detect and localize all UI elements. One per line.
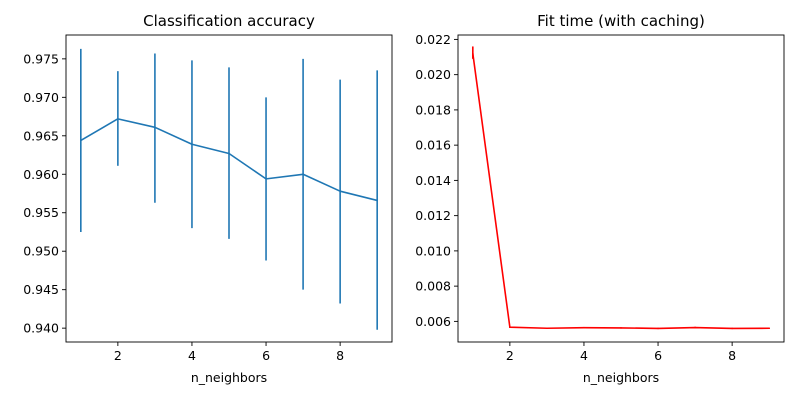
accuracy-plot-area: 2 4 6 8 0.940 0.945 0.950 0.955 0.960 0.965 0.970 0… [23, 34, 393, 363]
x-tick-label: 6 [654, 348, 662, 363]
accuracy-panel: Classification accuracy 2 4 6 8 0.940 0.945 0.… [23, 12, 393, 385]
data-point [620, 327, 622, 329]
y-tick-label: 0.975 [23, 51, 59, 66]
data-point [154, 126, 156, 129]
data-point [509, 326, 511, 328]
y-tick-label: 0.940 [23, 321, 59, 336]
data-point [768, 327, 770, 330]
fit-time-chart-title: Fit time (with caching) [537, 12, 705, 30]
data-point [583, 326, 585, 329]
y-tick-label: 0.020 [415, 67, 451, 82]
y-tick-label: 0.008 [415, 279, 451, 294]
y-tick-label: 0.970 [23, 90, 59, 105]
y-tick-label: 0.945 [23, 282, 59, 297]
data-point [376, 199, 378, 202]
y-tick-label: 0.006 [415, 314, 451, 329]
y-tick-label: 0.960 [23, 167, 59, 182]
data-point [731, 327, 733, 330]
data-point [546, 327, 548, 330]
x-tick-label: 2 [114, 348, 122, 363]
data-point [657, 327, 659, 330]
axes-frame [65, 34, 393, 343]
data-point [191, 143, 193, 146]
series-line [472, 53, 770, 330]
data-point [472, 52, 474, 55]
fit-time-plot-area: 2 4 6 8 0.006 0.008 0.010 0.012 0.014 0.016 0.018 0… [415, 32, 785, 363]
x-tick-label: 4 [580, 348, 588, 363]
x-tick-label: 8 [728, 348, 736, 363]
y-tick-label: 0.955 [23, 205, 59, 220]
y-tick-label: 0.012 [415, 208, 451, 223]
y-tick-label: 0.014 [415, 173, 451, 188]
accuracy-chart-title: Classification accuracy [143, 12, 315, 30]
fit-time-x-axis-label: n_neighbors [583, 370, 659, 385]
data-point [694, 326, 696, 329]
y-tick-label: 0.010 [415, 243, 451, 258]
data-point [228, 152, 230, 155]
fit-time-panel: Fit time (with caching) 2 4 6 8 0.006 0.008 0.… [415, 12, 785, 385]
data-point [302, 173, 304, 176]
axes-frame [457, 34, 785, 343]
x-tick-label: 2 [506, 348, 514, 363]
data-point [117, 118, 119, 120]
data-point [265, 178, 267, 180]
y-tick-label: 0.018 [415, 102, 451, 117]
x-tick-label: 4 [188, 348, 196, 363]
accuracy-x-axis-label: n_neighbors [191, 370, 267, 385]
y-tick-label: 0.022 [415, 32, 451, 47]
x-tick-label: 6 [262, 348, 270, 363]
y-tick-label: 0.016 [415, 138, 451, 153]
x-tick-label: 8 [336, 348, 344, 363]
data-point [80, 139, 82, 142]
data-point [339, 190, 341, 192]
y-tick-label: 0.950 [23, 244, 59, 259]
y-tick-label: 0.965 [23, 128, 59, 143]
